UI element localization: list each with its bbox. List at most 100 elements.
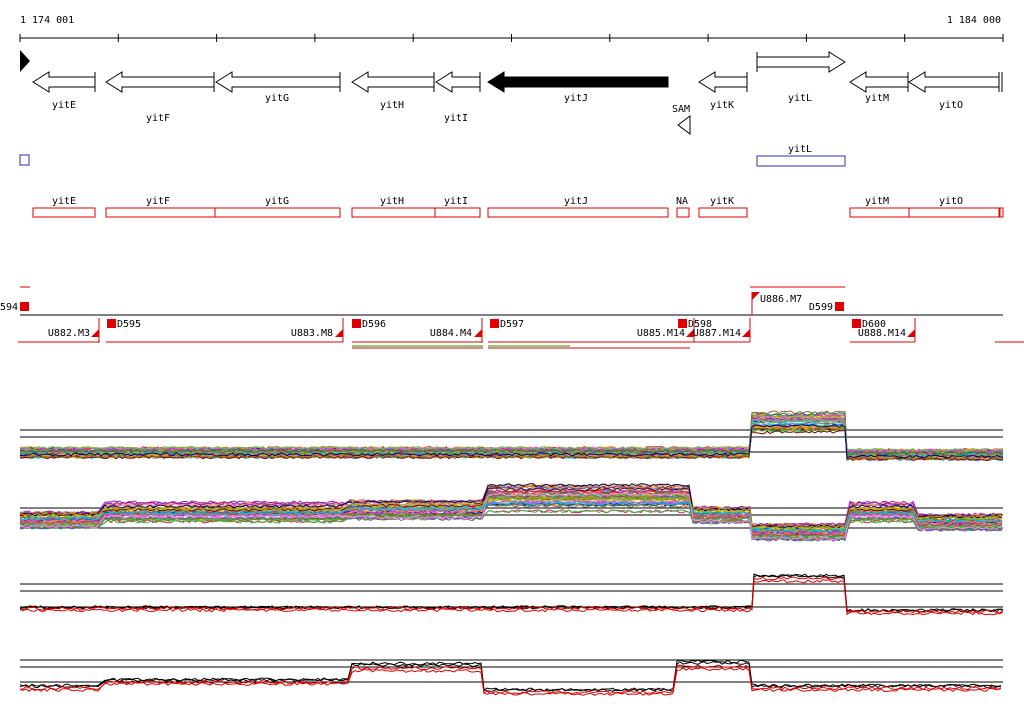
svg-text:U882.M3: U882.M3 [48, 328, 90, 339]
transcript-yitO[interactable] [908, 207, 1001, 218]
ruler-start-label: 1 174 001 [20, 15, 74, 26]
svg-text:U885.M14: U885.M14 [637, 328, 685, 339]
transcript-track-blue: yitL [19, 144, 846, 167]
transcript-label: yitK [710, 196, 734, 207]
segment-d594[interactable]: D594 [0, 302, 29, 313]
transcript-yitL[interactable] [756, 155, 846, 167]
expression-profile [19, 661, 1002, 693]
transcript-label: yitG [265, 196, 289, 207]
segment-d599[interactable]: D599 [809, 302, 844, 313]
gene-yitG[interactable]: yitG [215, 71, 341, 104]
segment-u886-m7[interactable]: U886.M7 [751, 292, 802, 315]
gene-label: yitG [265, 93, 289, 104]
gene-label: yitK [710, 100, 734, 111]
ruler-end-label: 1 184 000 [947, 15, 1001, 26]
gene-label: yitI [444, 113, 468, 124]
expression-profile [19, 412, 1004, 456]
transcript-label: yitO [939, 196, 963, 207]
transcript-track-red: yitE yitF yitG yitH yitI yitJ NA yitK yi… [32, 196, 1004, 218]
expression-profile [19, 412, 1004, 453]
segment-d600[interactable]: D600 [852, 319, 886, 330]
expression-profile [19, 501, 1003, 533]
small-transcript-box[interactable] [19, 154, 30, 166]
segment-d596[interactable]: D596 [352, 319, 386, 330]
expression-profile [19, 413, 1004, 454]
segment-u884-m4[interactable]: U884.M4 [430, 318, 483, 342]
gene-yitE[interactable]: yitE [32, 71, 96, 111]
replication-origin-marker [20, 50, 30, 72]
svg-text:D597: D597 [500, 319, 524, 330]
expression-profile [19, 496, 1002, 529]
segment-u887-m14[interactable]: U887.M14 [693, 318, 751, 342]
gene-label: yitL [788, 93, 812, 104]
gene-yitK[interactable]: yitK [698, 71, 748, 111]
transcript-yitE[interactable] [32, 207, 96, 218]
gene-yitO[interactable]: yitO [908, 71, 1003, 111]
transcript-label: NA [676, 196, 688, 207]
segment-u883-m8[interactable]: U883.M8 [291, 318, 344, 342]
svg-text:U886.M7: U886.M7 [760, 294, 802, 305]
ruler-ticks [19, 34, 1004, 42]
gene-label: yitM [865, 93, 889, 104]
expression-track-3 [19, 573, 1004, 616]
transcript-yitI[interactable] [434, 207, 481, 218]
riboswitch-sam[interactable]: SAM [672, 104, 691, 135]
transcript-yitK[interactable] [698, 207, 748, 218]
transcript-yitG[interactable] [214, 207, 341, 218]
svg-text:D599: D599 [809, 302, 833, 313]
svg-text:U888.M14: U888.M14 [858, 328, 906, 339]
gene-track: yitE yitF yitG yitH yitI yitJ SAM [32, 51, 1003, 135]
segment-u888-m14[interactable]: U888.M14 [858, 318, 916, 342]
svg-text:D600: D600 [862, 319, 886, 330]
svg-text:U883.M8: U883.M8 [291, 328, 333, 339]
svg-text:D598: D598 [688, 319, 712, 330]
svg-text:D595: D595 [117, 319, 141, 330]
transcript-yitF[interactable] [105, 207, 216, 218]
transcript-yitH[interactable] [351, 207, 436, 218]
svg-text:U887.M14: U887.M14 [693, 328, 741, 339]
gene-yitJ[interactable]: yitJ [487, 71, 669, 104]
expression-profile [19, 664, 1002, 695]
expression-track-1 [19, 410, 1004, 462]
expression-profile [19, 426, 1004, 461]
transcript-yitM[interactable] [849, 207, 910, 218]
transcript-na[interactable] [676, 207, 690, 218]
expression-profile [19, 667, 1002, 696]
segment-u882-m3[interactable]: U882.M3 [48, 318, 100, 342]
transcript-label: yitF [146, 196, 170, 207]
expression-profile [19, 574, 1004, 613]
gene-label: yitE [52, 100, 76, 111]
transcript-label: yitI [444, 196, 468, 207]
transcript-label: yitE [52, 196, 76, 207]
transcript-label: yitJ [564, 196, 588, 207]
gene-yitL[interactable]: yitL [756, 51, 846, 104]
gene-yitI[interactable]: yitI [435, 71, 481, 124]
gene-yitH[interactable]: yitH [351, 71, 435, 111]
expression-profile [19, 420, 1004, 453]
transcript-yitJ[interactable] [487, 207, 669, 218]
expression-profile [19, 579, 1004, 616]
svg-text:U884.M4: U884.M4 [430, 328, 472, 339]
expression-track-4 [19, 659, 1003, 696]
expression-profile [19, 492, 1003, 541]
transcript-label: yitM [865, 196, 889, 207]
segmentation-track: D594 U886.M7 D599 U882.M3 D595 U883.M8 D [0, 286, 1024, 349]
expression-profile [19, 424, 1004, 459]
segment-d597[interactable]: D597 [490, 319, 524, 330]
expression-profile [20, 410, 1004, 455]
transcript-label: yitL [788, 144, 812, 155]
expression-track-2 [19, 483, 1003, 542]
segment-d598[interactable]: D598 [678, 319, 712, 330]
gene-yitF[interactable]: yitF [105, 71, 215, 124]
transcript-label: yitH [380, 196, 404, 207]
coordinate-ruler: 1 174 001 1 184 000 [19, 15, 1004, 72]
gene-yitM[interactable]: yitM [849, 71, 909, 104]
segment-d595[interactable]: D595 [107, 319, 141, 330]
expression-profile [19, 576, 1004, 614]
expression-profile [19, 499, 1003, 537]
gene-label: yitF [146, 113, 170, 124]
segment-u885-m14[interactable]: U885.M14 [637, 318, 695, 342]
gene-label: yitH [380, 100, 404, 111]
svg-text:D594: D594 [0, 302, 18, 313]
